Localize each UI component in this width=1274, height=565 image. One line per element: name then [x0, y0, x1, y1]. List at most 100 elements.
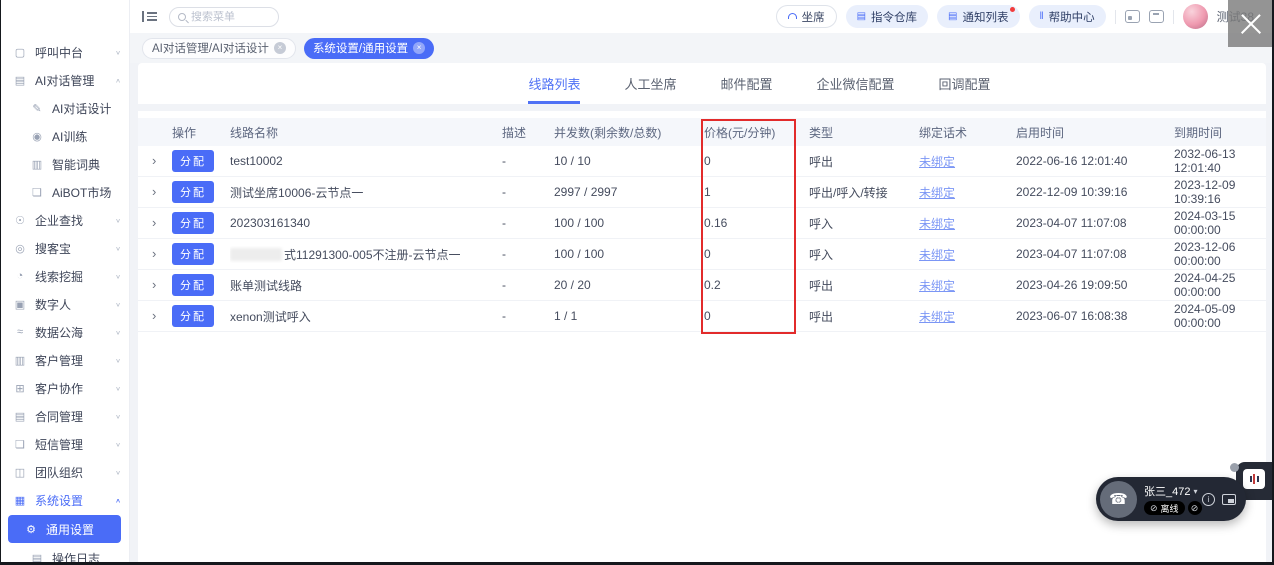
tab-企业微信配置[interactable]: 企业微信配置 [816, 76, 895, 92]
sidebar-item-AI对话管理[interactable]: ▤ AI对话管理 ∧ [0, 66, 129, 94]
search-input[interactable] [191, 10, 261, 23]
expand-row-icon[interactable]: › [152, 308, 157, 323]
voice-assistant-tab[interactable] [1230, 462, 1274, 500]
sidebar-item-AiBOT市场[interactable]: ❏ AiBOT市场 [0, 178, 129, 206]
command-warehouse-button[interactable]: ▤ 指令仓库 [845, 5, 929, 28]
line-type: 呼入 [809, 247, 834, 262]
sidebar-item-通用设置[interactable]: ⚙ 通用设置 [8, 515, 121, 543]
line-start-time: 2023-04-07 11:07:08 [1016, 216, 1127, 230]
sidebar-item-数字人[interactable]: ▣ 数字人 ∨ [0, 290, 129, 318]
line-price: 0 [704, 309, 711, 323]
sidebar-item-AI对话设计[interactable]: ✎ AI对话设计 [0, 94, 129, 122]
line-description: - [502, 247, 506, 261]
close-button[interactable] [1228, 0, 1274, 47]
caret-down-icon: ▾ [1193, 486, 1198, 496]
bind-script-link[interactable]: 未绑定 [919, 309, 956, 324]
expand-row-icon[interactable]: › [152, 184, 157, 199]
bind-script-link[interactable]: 未绑定 [919, 278, 956, 293]
chevron-down-icon: ∨ [115, 440, 121, 448]
tab-邮件配置[interactable]: 邮件配置 [720, 76, 773, 92]
column-header: 类型 [809, 125, 834, 140]
sidebar-item-呼叫中台[interactable]: ▢ 呼叫中台 ∨ [0, 38, 129, 66]
assign-button[interactable]: 分配 [172, 212, 214, 234]
info-icon[interactable]: i [1202, 492, 1215, 506]
tag-close-icon[interactable]: × [413, 42, 426, 54]
sidebar-item-label: 客户协作 [35, 381, 84, 396]
sidebar-item-客户协作[interactable]: ⊞ 客户协作 ∨ [0, 374, 129, 402]
status-dot [1230, 463, 1239, 472]
sidebar-item-团队组织[interactable]: ◫ 团队组织 ∨ [0, 458, 129, 486]
seat-button[interactable]: 坐席 [775, 5, 837, 28]
sidebar-item-线索挖掘[interactable]: ◔ 线索挖掘 ∨ [0, 262, 129, 290]
sidebar-item-合同管理[interactable]: ▤ 合同管理 ∨ [0, 402, 129, 430]
target-icon: ◉ [32, 130, 42, 143]
help-center-button[interactable]: ‖ 帮助中心 [1028, 5, 1106, 28]
menu-search[interactable] [169, 6, 279, 27]
help-icon: ‖ [1039, 10, 1044, 22]
sidebar-item-label: 数据公海 [35, 325, 84, 340]
line-type: 呼出 [809, 154, 834, 169]
mute-chip[interactable]: ⊘ [1187, 501, 1202, 515]
gallery-icon[interactable] [1124, 10, 1140, 23]
page-tag[interactable]: AI对话管理/AI对话设计 × [142, 37, 296, 59]
page-tag[interactable]: 系统设置/通用设置 × [303, 37, 435, 59]
assign-button[interactable]: 分配 [172, 243, 214, 265]
sidebar-item-智能词典[interactable]: ▥ 智能词典 [0, 150, 129, 178]
expand-row-icon[interactable]: › [152, 153, 157, 168]
expand-row-icon[interactable]: › [152, 246, 157, 261]
sidebar-item-短信管理[interactable]: ❏ 短信管理 ∨ [0, 430, 129, 458]
search-icon: ◎ [15, 242, 25, 255]
notification-list-button[interactable]: ▤ 通知列表 [937, 5, 1020, 28]
sidebar-item-客户管理[interactable]: ▥ 客户管理 ∨ [0, 346, 129, 374]
sidebar-item-搜客宝[interactable]: ◎ 搜客宝 ∨ [0, 234, 129, 262]
sidebar-item-AI训练[interactable]: ◉ AI训练 [0, 122, 129, 150]
table-row: › 分配 账单测试线路 - 20 / 20 0.2 呼出 未绑定 2023-04… [138, 270, 1266, 301]
action-label: 通知列表 [962, 11, 1009, 24]
pencil-icon: ✎ [32, 102, 42, 115]
customer-icon: ▥ [14, 354, 26, 367]
table-header-row: 操作 线路名称 描述 并发数(剩余数/总数) 价格(元/分钟) 类型 绑定话术 启用时间 到期时… [138, 118, 1266, 146]
tab-线路列表[interactable]: 线路列表 [528, 63, 581, 104]
line-price: 0 [704, 154, 711, 168]
assign-button[interactable]: 分配 [172, 150, 214, 172]
sidebar-item-label: AiBOT市场 [52, 185, 112, 200]
assign-button[interactable]: 分配 [172, 305, 214, 327]
phone-icon[interactable]: ☎ [1100, 480, 1137, 518]
chevron-down-icon: ∨ [115, 356, 121, 364]
line-name: 式11291300-005不注册-云节点一 [284, 247, 461, 262]
bind-script-link[interactable]: 未绑定 [919, 247, 956, 262]
table-row: › 分配 202303161340 - 100 / 100 0.16 呼入 未绑… [138, 208, 1266, 239]
chevron-down-icon: ∨ [115, 272, 121, 280]
calendar-icon[interactable] [1148, 10, 1164, 23]
sidebar-fold-icon[interactable] [142, 11, 157, 22]
expand-row-icon[interactable]: › [152, 215, 157, 230]
agent-selector[interactable]: 张三_472 ▾ [1144, 483, 1202, 499]
line-concurrency: 100 / 100 [554, 247, 605, 261]
tag-close-icon[interactable]: × [273, 42, 286, 54]
minimize-icon[interactable] [1222, 493, 1236, 505]
avatar[interactable] [1182, 4, 1208, 29]
expand-row-icon[interactable]: › [152, 277, 157, 292]
assign-button[interactable]: 分配 [172, 181, 214, 203]
redacted-blur [230, 247, 282, 261]
sidebar-item-操作日志[interactable]: ▤ 操作日志 [0, 544, 129, 565]
dictionary-icon: ▥ [31, 158, 43, 171]
line-type: 呼入 [809, 216, 834, 231]
page-tag-label: AI对话管理/AI对话设计 [152, 43, 269, 55]
column-header: 线路名称 [230, 125, 279, 140]
tab-人工坐席[interactable]: 人工坐席 [624, 76, 677, 92]
sidebar-item-label: 客户管理 [35, 353, 84, 368]
assign-button[interactable]: 分配 [172, 274, 214, 296]
sidebar-item-数据公海[interactable]: ≈ 数据公海 ∨ [0, 318, 129, 346]
sidebar-item-企业查找[interactable]: ☉ 企业查找 ∨ [0, 206, 129, 234]
action-label: 帮助中心 [1048, 11, 1095, 24]
agent-status-chip[interactable]: ⊘ 离线 [1144, 501, 1185, 515]
sidebar-item-label: 企业查找 [35, 213, 84, 228]
bind-script-link[interactable]: 未绑定 [919, 185, 956, 200]
bind-script-link[interactable]: 未绑定 [919, 216, 956, 231]
chat-icon: ❏ [32, 186, 42, 199]
sidebar-item-系统设置[interactable]: ▦ 系统设置 ∧ [0, 486, 129, 514]
bind-script-link[interactable]: 未绑定 [919, 154, 956, 169]
tab-回调配置[interactable]: 回调配置 [938, 76, 991, 92]
line-name: test10002 [230, 154, 283, 168]
